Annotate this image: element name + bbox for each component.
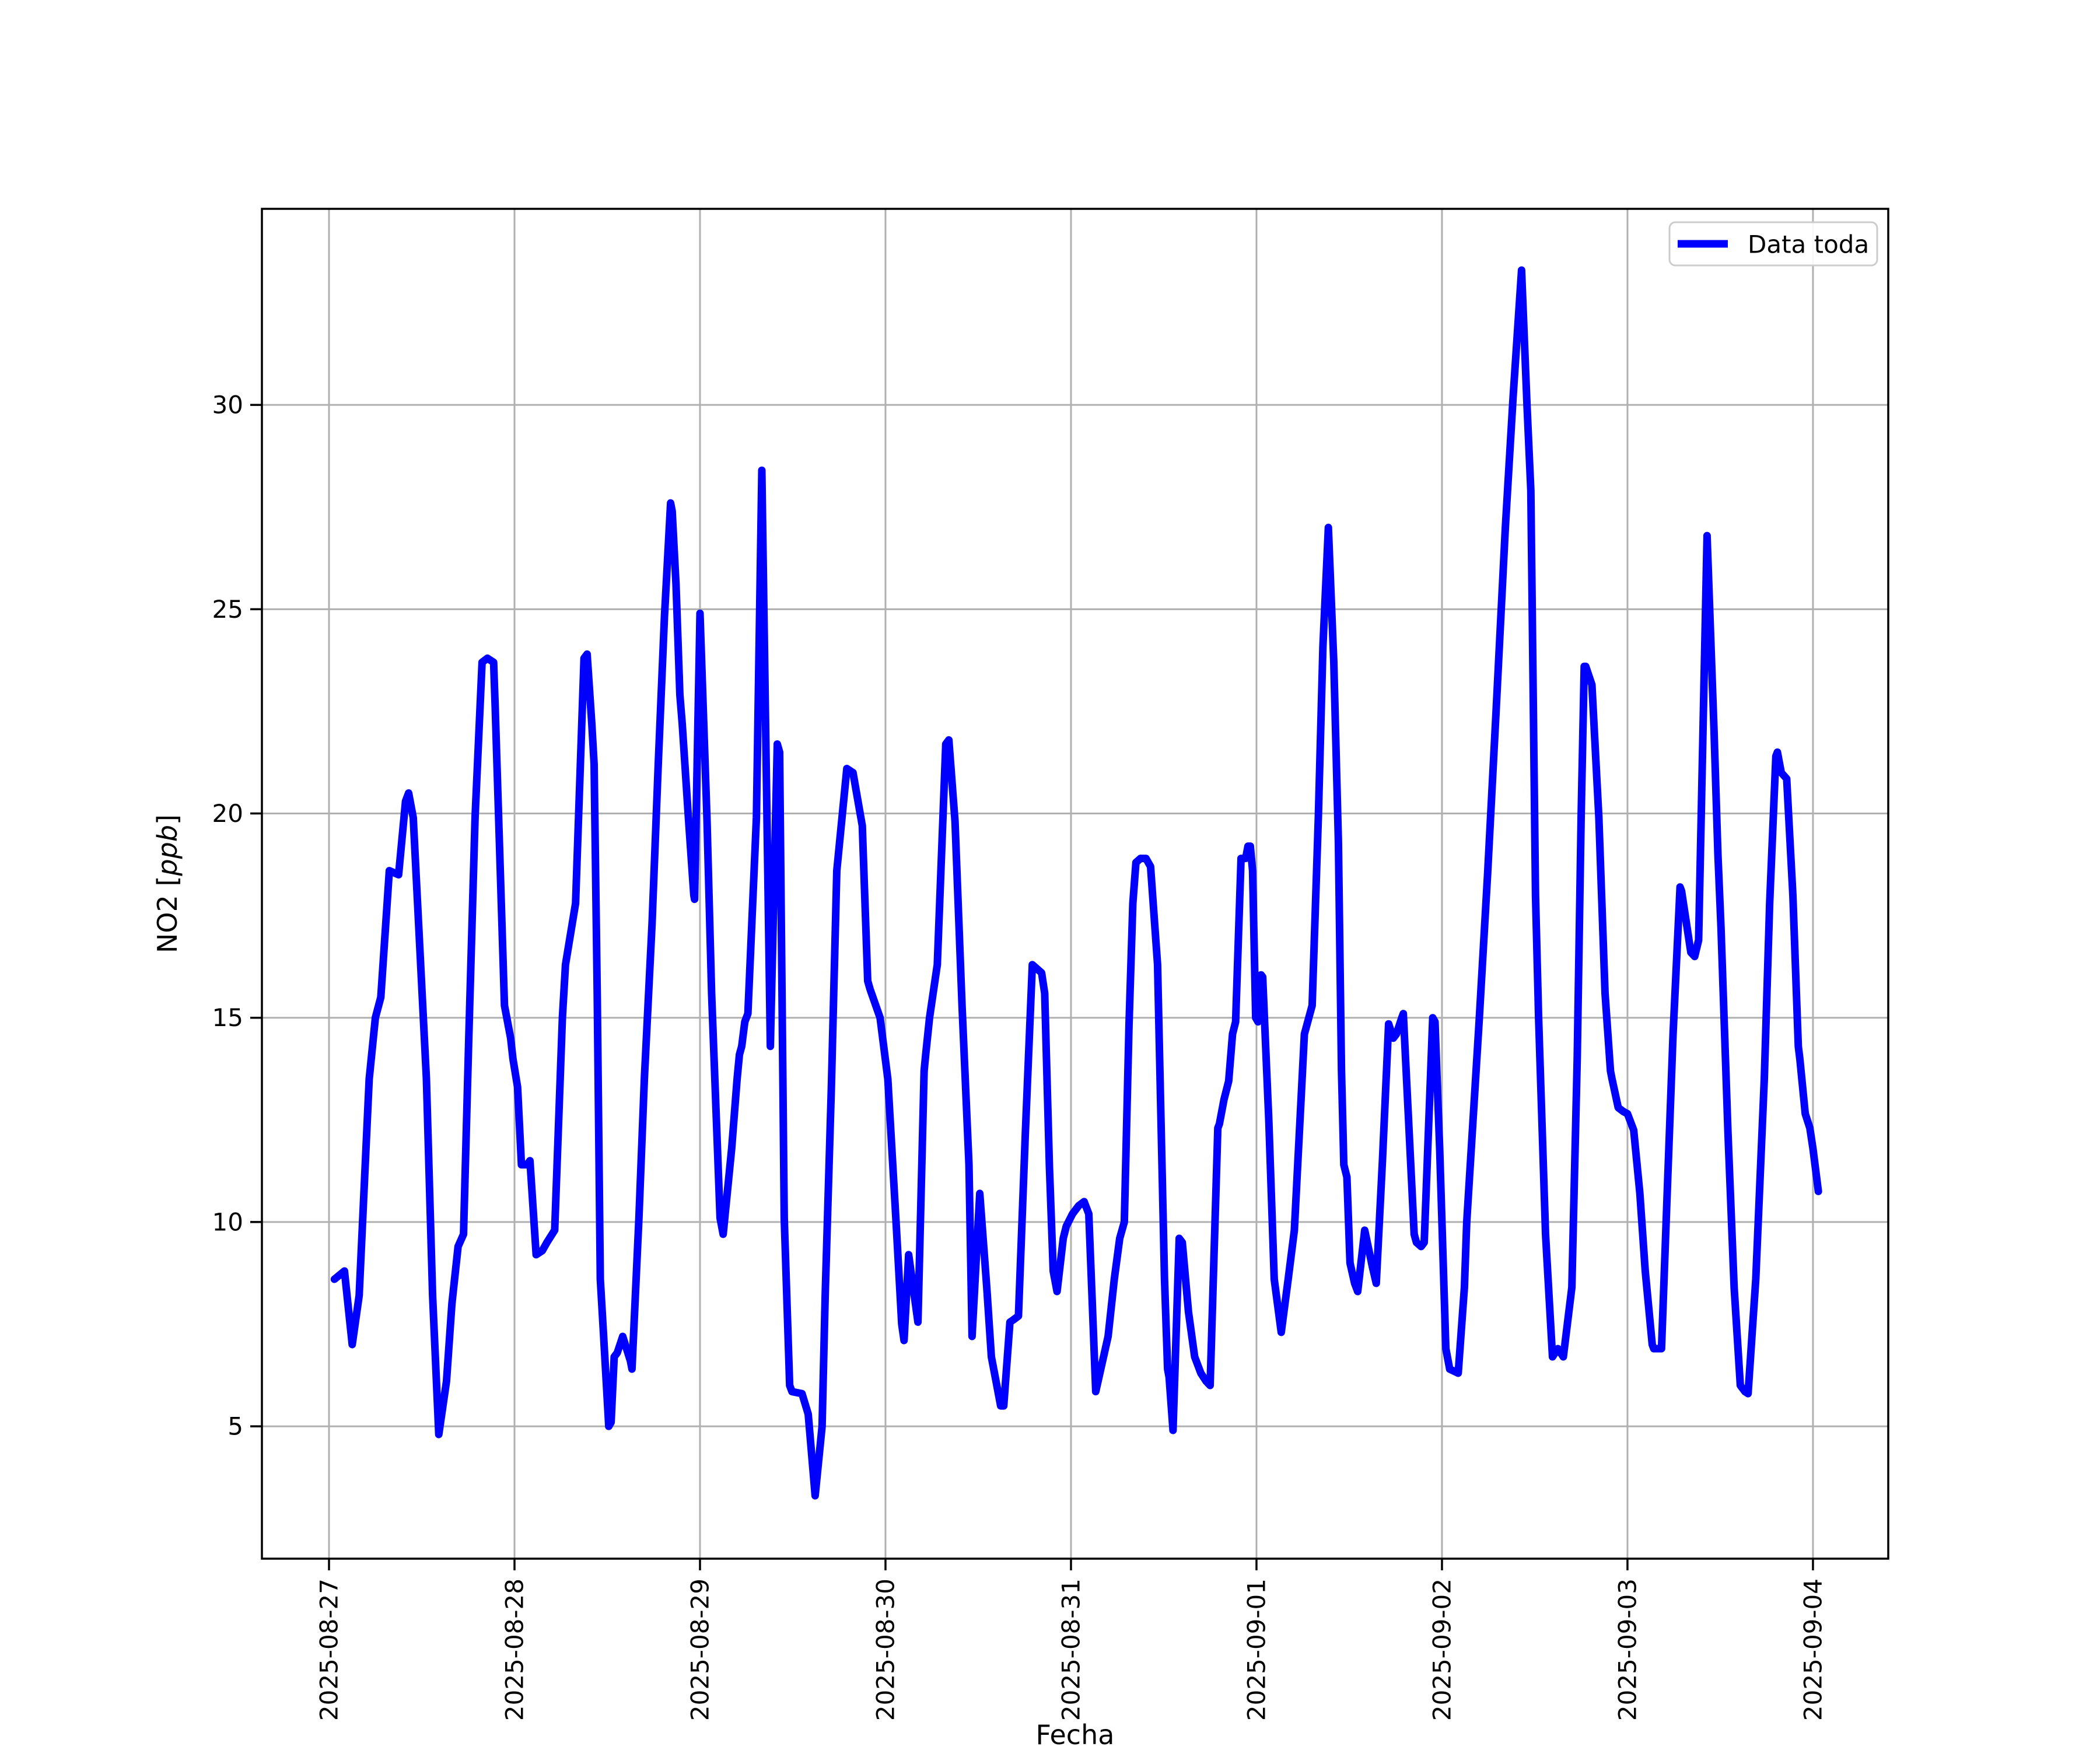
y-tick-label: 15 <box>212 1003 243 1032</box>
x-tick-label: 2025-08-31 <box>1056 1578 1085 1721</box>
x-tick-label: 2025-09-03 <box>1613 1578 1642 1721</box>
x-tick-label: 2025-09-02 <box>1427 1578 1456 1721</box>
x-tick-labels: 2025-08-27 2025-08-28 2025-08-29 2025-08-30… <box>315 1578 1828 1721</box>
x-tick-label: 2025-08-30 <box>871 1578 900 1721</box>
x-tick-label: 2025-08-28 <box>500 1578 528 1721</box>
x-axis-label: Fecha <box>1036 1719 1115 1750</box>
x-tick-label: 2025-09-01 <box>1242 1578 1270 1721</box>
y-axis-label: NO2 [ppb] <box>152 814 183 953</box>
legend-box <box>1668 221 1878 267</box>
plot-border <box>261 208 1889 1560</box>
y-tick-label: 5 <box>228 1412 243 1441</box>
plot-area <box>262 209 1888 1559</box>
x-tick-label: 2025-08-27 <box>315 1578 344 1721</box>
y-tick-label: 25 <box>212 595 243 624</box>
y-tick-label: 30 <box>212 391 243 419</box>
legend: Data toda <box>1668 221 1878 267</box>
axis-ticks <box>250 404 1814 1570</box>
series-line-data-toda <box>330 266 1822 1500</box>
x-tick-label: 2025-09-04 <box>1798 1578 1827 1721</box>
x-tick-label: 2025-08-29 <box>685 1578 714 1721</box>
legend-label: Data toda <box>1748 230 1869 259</box>
y-tick-labels: 5 10 15 20 25 30 <box>212 391 243 1441</box>
y-tick-label: 20 <box>212 799 243 828</box>
y-tick-label: 10 <box>212 1208 243 1236</box>
